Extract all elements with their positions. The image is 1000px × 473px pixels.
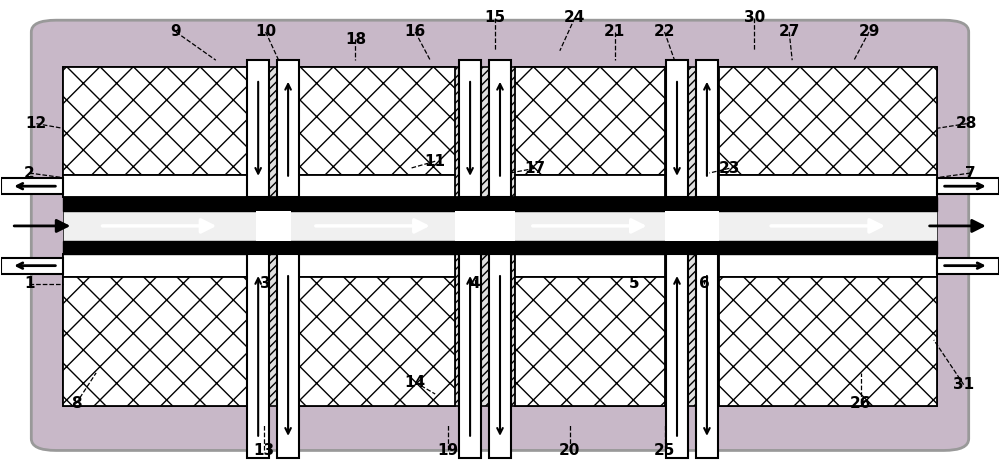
Bar — [63, 175, 256, 197]
Bar — [719, 373, 937, 385]
Text: 23: 23 — [719, 161, 740, 176]
Bar — [63, 67, 937, 197]
Bar — [455, 210, 515, 241]
Bar — [256, 210, 291, 241]
Text: 30: 30 — [744, 10, 765, 26]
Bar — [247, 254, 269, 457]
Text: 14: 14 — [405, 375, 426, 390]
Bar — [515, 254, 665, 373]
Bar — [489, 254, 511, 457]
Bar — [63, 210, 937, 241]
Text: 10: 10 — [255, 25, 276, 39]
Text: 6: 6 — [699, 276, 710, 291]
Text: 1: 1 — [24, 276, 35, 291]
Bar — [515, 254, 665, 277]
Text: 8: 8 — [71, 396, 81, 411]
Text: 19: 19 — [438, 443, 459, 458]
Bar — [719, 254, 937, 277]
Bar — [666, 60, 688, 197]
Text: 26: 26 — [850, 396, 872, 411]
Bar — [63, 241, 937, 254]
Bar — [247, 60, 269, 197]
Text: 17: 17 — [524, 161, 545, 176]
Bar — [696, 254, 718, 457]
Text: 11: 11 — [425, 154, 446, 169]
Bar — [1, 178, 63, 194]
Bar — [63, 254, 256, 277]
Text: 12: 12 — [26, 116, 47, 131]
Bar — [515, 67, 665, 175]
Text: 3: 3 — [260, 276, 271, 291]
FancyBboxPatch shape — [31, 20, 969, 450]
Text: 28: 28 — [956, 116, 977, 131]
Bar — [719, 175, 937, 197]
Bar — [719, 254, 937, 373]
Bar — [291, 373, 455, 385]
Bar — [459, 254, 481, 457]
Bar — [63, 277, 256, 406]
Bar — [63, 254, 256, 373]
Text: 22: 22 — [654, 25, 675, 39]
Bar — [63, 197, 937, 210]
Text: 15: 15 — [484, 10, 506, 26]
Text: 25: 25 — [654, 443, 675, 458]
Text: 31: 31 — [953, 377, 974, 392]
Bar — [515, 373, 665, 385]
Bar — [277, 60, 299, 197]
Bar — [666, 254, 688, 457]
Bar — [665, 210, 719, 241]
Bar — [515, 175, 665, 197]
Bar — [489, 60, 511, 197]
Bar — [696, 60, 718, 197]
Bar — [1, 258, 63, 273]
Bar — [63, 373, 256, 385]
Text: 24: 24 — [564, 10, 585, 26]
Bar — [63, 254, 937, 406]
Bar — [291, 254, 455, 373]
Text: 9: 9 — [171, 25, 181, 39]
Text: 27: 27 — [779, 25, 800, 39]
Text: 4: 4 — [470, 276, 480, 291]
Bar — [63, 67, 256, 175]
Bar — [291, 175, 455, 197]
Text: 18: 18 — [345, 32, 366, 46]
Bar — [937, 258, 999, 273]
Bar — [719, 67, 937, 175]
Bar — [291, 67, 455, 175]
Text: 5: 5 — [629, 276, 640, 291]
Bar — [515, 277, 665, 406]
Text: 20: 20 — [559, 443, 580, 458]
Bar — [937, 178, 999, 194]
Bar — [459, 60, 481, 197]
Bar — [291, 277, 455, 406]
Bar — [291, 254, 455, 277]
Text: 7: 7 — [965, 166, 976, 181]
Text: 2: 2 — [24, 166, 35, 181]
Text: 13: 13 — [253, 443, 274, 458]
Text: 29: 29 — [858, 25, 880, 39]
Bar — [719, 277, 937, 406]
Text: 16: 16 — [405, 25, 426, 39]
Bar — [277, 254, 299, 457]
Text: 21: 21 — [604, 25, 625, 39]
